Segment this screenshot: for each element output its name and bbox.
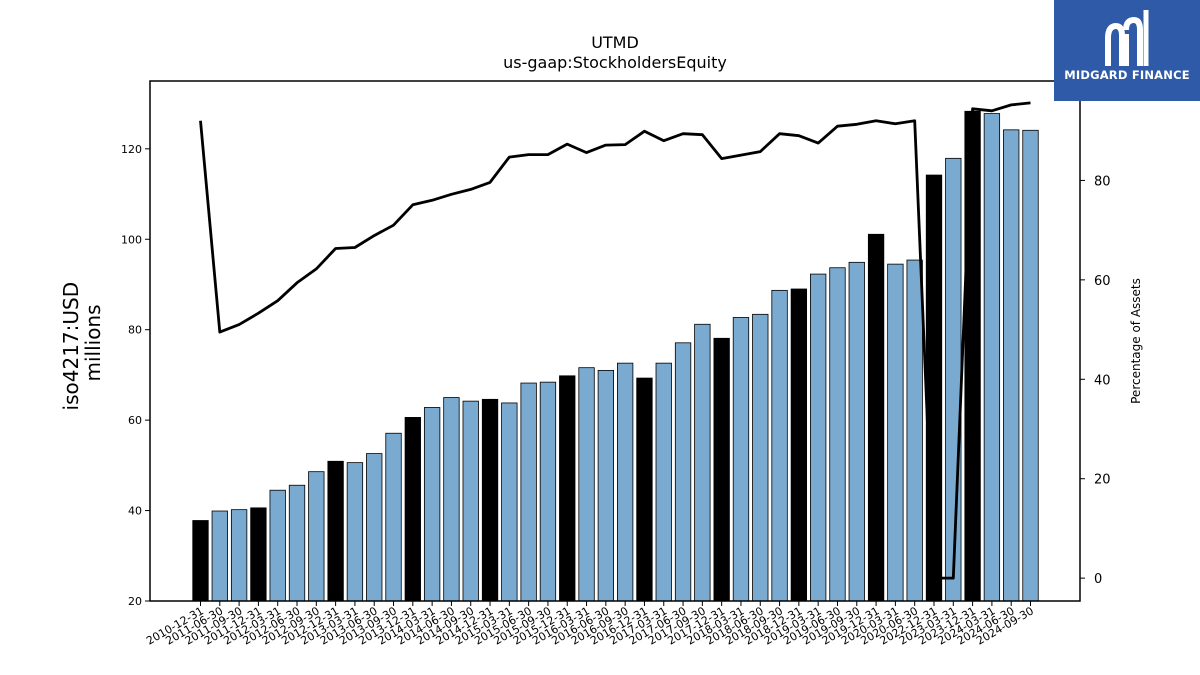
bar-2018-06-30 — [752, 313, 769, 602]
y-axis-label: iso4217:USD millions — [59, 276, 105, 411]
percentage-line — [199, 101, 1031, 580]
bar-2020-06-30 — [906, 259, 923, 602]
bar-2014-06-30 — [443, 397, 460, 602]
bar-2013-09-30 — [385, 432, 402, 602]
bar-2011-12-31 — [250, 507, 267, 602]
bar-2015-03-31 — [501, 402, 518, 602]
chart-title: UTMD — [591, 33, 639, 52]
bar-2015-09-30 — [539, 381, 557, 602]
bar-2016-12-31 — [636, 377, 653, 602]
bar-2011-09-30 — [230, 509, 248, 602]
y-tick-label: 120 — [121, 143, 142, 156]
y-tick-label: 60 — [128, 414, 142, 427]
bar-2022-12-31 — [925, 174, 943, 602]
x-axis: 2010-12-312011-06-302011-09-302011-12-31… — [144, 601, 1036, 648]
y2-tick-label: 80 — [1094, 174, 1111, 189]
y2-tick-label: 60 — [1094, 274, 1111, 289]
bar-2015-06-30 — [520, 382, 537, 602]
bar-series — [192, 110, 1039, 602]
line-series — [199, 101, 1031, 580]
y2-tick-label: 40 — [1094, 373, 1111, 388]
bar-2012-12-31 — [327, 460, 344, 602]
bar-2012-09-30 — [308, 471, 325, 602]
bar-2019-03-31 — [810, 273, 827, 602]
bar-2017-12-31 — [713, 337, 730, 602]
chart-subtitle: us-gaap:StockholdersEquity — [503, 53, 727, 72]
bar-2016-09-30 — [617, 362, 634, 602]
bar-2014-03-31 — [423, 407, 441, 602]
bar-2018-03-31 — [732, 317, 750, 602]
bar-2019-12-31 — [867, 233, 885, 602]
right-axis: 0 20 40 60 80 — [1080, 174, 1111, 587]
logo-text: MIDGARD FINANCE — [1064, 68, 1190, 82]
bar-2020-03-31 — [887, 263, 904, 602]
bar-2012-06-30 — [288, 484, 306, 602]
bar-2017-03-31 — [655, 362, 672, 602]
bar-2018-12-31 — [790, 288, 808, 602]
bar-2024-06-30 — [1003, 129, 1020, 602]
mf-monogram-icon — [1105, 10, 1149, 66]
y-tick-label: 20 — [128, 595, 142, 608]
bar-2014-09-30 — [462, 400, 479, 602]
bar-2016-06-30 — [597, 369, 614, 602]
y2-axis-label: Percentage of Assets — [1129, 278, 1143, 404]
midgard-finance-logo: MIDGARD FINANCE — [1054, 0, 1200, 101]
bar-2017-09-30 — [694, 323, 711, 602]
bar-2017-06-30 — [674, 342, 692, 602]
bar-2013-03-31 — [346, 462, 364, 602]
bar-2023-12-31 — [964, 110, 981, 602]
y-tick-label: 40 — [128, 505, 142, 518]
bar-2018-09-30 — [771, 289, 788, 602]
bar-2024-03-31 — [983, 113, 1001, 602]
bar-2023-03-31 — [945, 157, 962, 602]
left-axis: 20 40 60 80 100 120 — [121, 143, 150, 608]
y2-tick-label: 20 — [1094, 473, 1111, 488]
y-tick-label: 80 — [128, 324, 142, 337]
bar-2024-09-30 — [1022, 129, 1039, 602]
bar-2014-12-31 — [481, 398, 499, 602]
bar-2013-12-31 — [404, 417, 421, 602]
bar-2015-12-31 — [559, 375, 576, 602]
y2-tick-label: 0 — [1094, 572, 1102, 587]
plot-frame — [149, 80, 1081, 602]
bar-2011-06-30 — [211, 510, 228, 602]
bar-2016-03-31 — [578, 367, 595, 602]
y-tick-label: 100 — [121, 233, 142, 246]
bar-2010-12-31 — [192, 520, 209, 602]
bar-2019-09-30 — [848, 261, 865, 602]
bar-2019-06-30 — [829, 267, 846, 602]
bar-2012-03-31 — [269, 489, 286, 602]
bar-2013-06-30 — [366, 453, 383, 602]
